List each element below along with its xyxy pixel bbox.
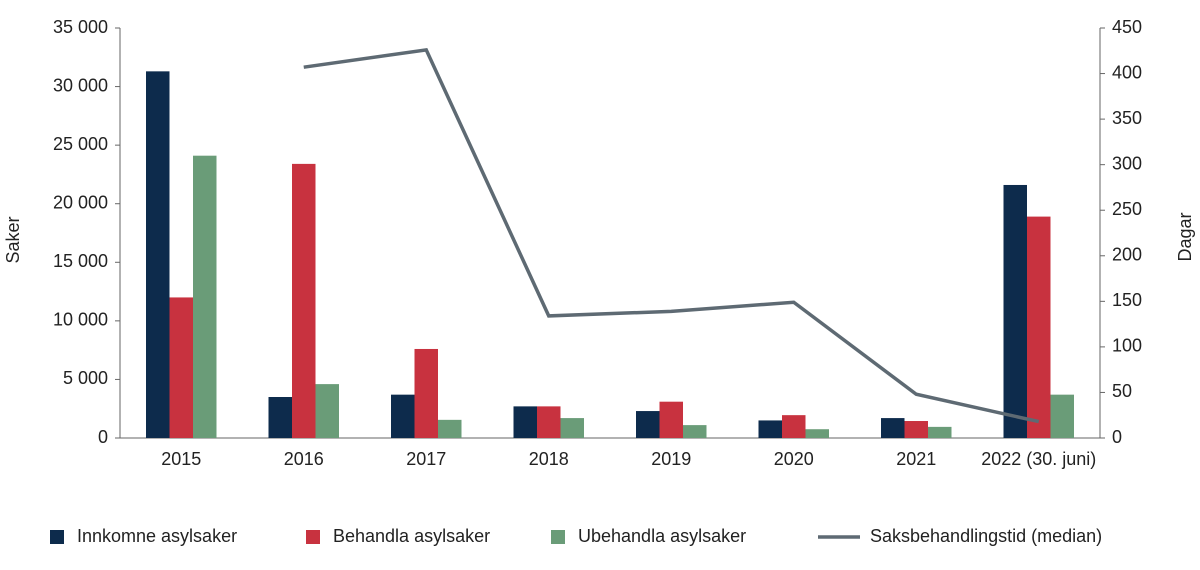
x-tick-label: 2016 [284, 449, 324, 469]
bar [391, 394, 415, 438]
legend-swatch [306, 530, 320, 544]
x-tick-label: 2022 (30. juni) [981, 449, 1096, 469]
bar [414, 348, 438, 438]
y2-tick-label: 50 [1112, 381, 1132, 401]
bar [805, 429, 829, 438]
bar [636, 411, 660, 438]
x-tick-label: 2021 [896, 449, 936, 469]
y-tick-label: 20 000 [53, 192, 108, 212]
bar [146, 71, 170, 438]
y-axis-label: Saker [3, 216, 23, 263]
legend-label: Behandla asylsaker [333, 526, 490, 546]
bar [928, 426, 952, 438]
y2-axis-label: Dagar [1175, 212, 1195, 261]
y-tick-label: 0 [98, 427, 108, 447]
y2-tick-label: 100 [1112, 336, 1142, 356]
x-tick-label: 2017 [406, 449, 446, 469]
y2-tick-label: 150 [1112, 290, 1142, 310]
legend-label: Innkomne asylsaker [77, 526, 237, 546]
legend-swatch [50, 530, 64, 544]
bar [659, 401, 683, 438]
y2-tick-label: 0 [1112, 427, 1122, 447]
legend-swatch [551, 530, 565, 544]
bar [782, 415, 806, 438]
bar [881, 418, 905, 438]
bar [758, 420, 782, 438]
bar [683, 425, 707, 438]
y2-tick-label: 300 [1112, 153, 1142, 173]
legend-label: Ubehandla asylsaker [578, 526, 746, 546]
y2-tick-label: 400 [1112, 62, 1142, 82]
bar [1027, 216, 1051, 438]
bar [169, 297, 193, 438]
y-tick-label: 5 000 [63, 368, 108, 388]
y2-tick-label: 200 [1112, 245, 1142, 265]
line-series [303, 47, 1040, 424]
bar [537, 406, 561, 438]
bar [904, 421, 928, 438]
bar [513, 406, 537, 438]
y2-tick-label: 250 [1112, 199, 1142, 219]
x-tick-label: 2018 [529, 449, 569, 469]
y-tick-label: 30 000 [53, 75, 108, 95]
legend-label: Saksbehandlingstid (median) [870, 526, 1102, 546]
bar [1003, 184, 1027, 438]
y-tick-label: 25 000 [53, 134, 108, 154]
y-tick-label: 15 000 [53, 251, 108, 271]
y-tick-label: 35 000 [53, 17, 108, 37]
bar [438, 419, 462, 438]
y2-tick-label: 450 [1112, 17, 1142, 37]
y-tick-label: 10 000 [53, 310, 108, 330]
x-tick-label: 2019 [651, 449, 691, 469]
x-tick-label: 2015 [161, 449, 201, 469]
bar [193, 155, 217, 438]
y2-tick-label: 350 [1112, 108, 1142, 128]
bar [292, 163, 316, 438]
bar [1050, 394, 1074, 438]
bar [315, 384, 339, 438]
x-tick-label: 2020 [774, 449, 814, 469]
bar [560, 418, 584, 438]
bar [268, 397, 292, 438]
